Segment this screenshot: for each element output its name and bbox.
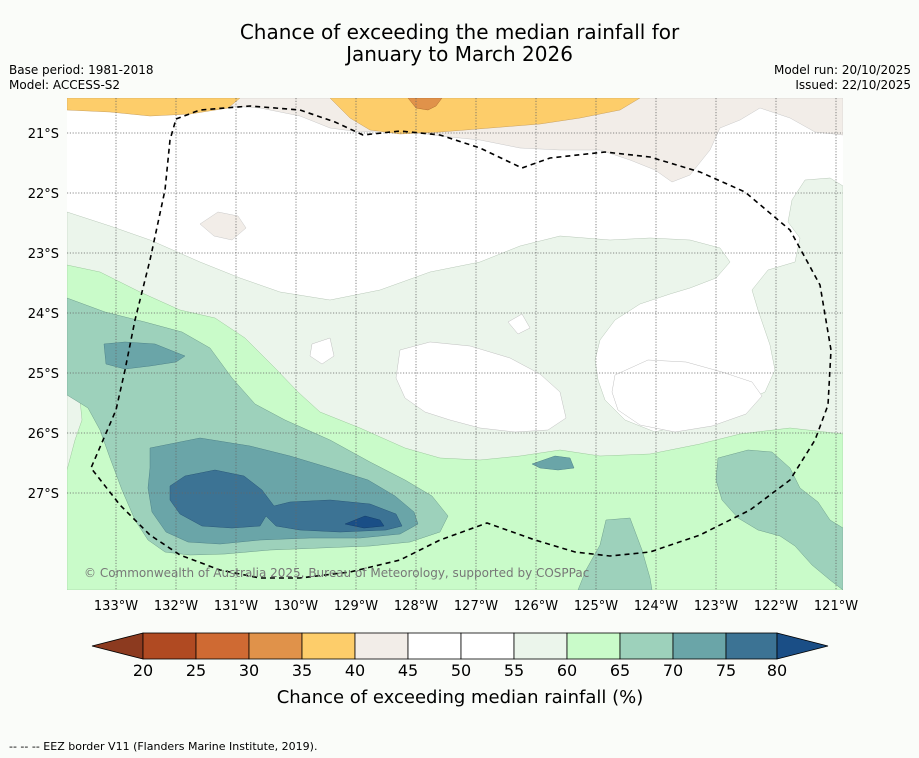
colorbar-label: 30 xyxy=(239,661,259,680)
contour-40-45-blob xyxy=(199,211,247,241)
colorbar-title: Chance of exceeding median rainfall (%) xyxy=(277,687,644,708)
gridlines xyxy=(67,98,843,590)
lon-label: 130°W xyxy=(274,599,318,614)
colorbar-segment xyxy=(354,632,409,660)
lat-labels: 21°S 22°S 23°S 24°S 25°S 26°S 27°S xyxy=(28,127,59,502)
lon-label: 122°W xyxy=(754,599,798,614)
colorbar-extend-low xyxy=(91,632,144,660)
colorbar-label: 40 xyxy=(345,661,365,680)
map-title-line-1: Chance of exceeding the median rainfall … xyxy=(239,20,680,44)
colorbar-label: 25 xyxy=(186,661,206,680)
colorbar-segment xyxy=(513,632,568,660)
colorbar: 20 25 30 35 40 45 50 55 60 65 70 75 80 C… xyxy=(91,632,829,708)
colorbar-segment xyxy=(460,632,515,660)
contour-70-75-small xyxy=(531,455,575,471)
lat-label: 21°S xyxy=(28,127,59,142)
white-hole-right xyxy=(611,359,763,433)
colorbar-label: 20 xyxy=(133,661,153,680)
lon-label: 128°W xyxy=(394,599,438,614)
colorbar-label: 65 xyxy=(610,661,630,680)
lat-label: 23°S xyxy=(28,247,59,262)
eez-legend: -- -- -- EEZ border V11 (Flanders Marine… xyxy=(9,740,318,753)
lon-label: 129°W xyxy=(334,599,378,614)
colorbar-label: 60 xyxy=(557,661,577,680)
contour-65-70-bottom xyxy=(577,517,653,590)
colorbar-label: 75 xyxy=(716,661,736,680)
colorbar-segment xyxy=(725,632,778,660)
colorbar-segment xyxy=(672,632,727,660)
colorbar-segment xyxy=(248,632,303,660)
lat-label: 25°S xyxy=(28,367,59,382)
lon-label: 127°W xyxy=(454,599,498,614)
lon-labels: 133°W 132°W 131°W 130°W 129°W 128°W 127°… xyxy=(94,599,858,614)
model-run: Model run: 20/10/2025 xyxy=(773,63,911,77)
contour-30-35-spot xyxy=(407,98,443,111)
lon-label: 121°W xyxy=(814,599,858,614)
contour-35-40-top-center xyxy=(329,98,641,135)
lon-label: 132°W xyxy=(154,599,198,614)
base-period: Base period: 1981-2018 xyxy=(9,63,154,77)
colorbar-label: 80 xyxy=(767,661,787,680)
issued-date: Issued: 22/10/2025 xyxy=(795,78,911,92)
colorbar-segment xyxy=(142,632,197,660)
colorbar-segment xyxy=(195,632,250,660)
lon-label: 131°W xyxy=(214,599,258,614)
lon-label: 123°W xyxy=(694,599,738,614)
model-name: Model: ACCESS-S2 xyxy=(9,78,121,92)
white-hole-small-2 xyxy=(507,313,531,335)
white-hole-center xyxy=(395,341,567,433)
contour-65-70-right xyxy=(715,449,843,590)
copyright-notice: © Commonwealth of Australia 2025, Bureau… xyxy=(84,566,589,580)
colorbar-label: 70 xyxy=(663,661,683,680)
lon-label: 125°W xyxy=(574,599,618,614)
lat-label: 27°S xyxy=(28,487,59,502)
lat-label: 26°S xyxy=(28,427,59,442)
colorbar-label: 35 xyxy=(292,661,312,680)
contour-80-plus xyxy=(344,515,385,529)
colorbar-label: 45 xyxy=(398,661,418,680)
rainfall-map: © Commonwealth of Australia 2025, Bureau… xyxy=(67,98,843,590)
white-hole-small-1 xyxy=(309,337,335,365)
lon-label: 124°W xyxy=(634,599,678,614)
contour-75-80 xyxy=(169,469,403,533)
lat-label: 22°S xyxy=(28,187,59,202)
colorbar-segment xyxy=(301,632,356,660)
lon-label: 133°W xyxy=(94,599,138,614)
lon-label: 126°W xyxy=(514,599,558,614)
colorbar-segment xyxy=(407,632,462,660)
colorbar-extend-high xyxy=(776,632,829,660)
colorbar-segment xyxy=(566,632,621,660)
colorbar-label: 55 xyxy=(504,661,524,680)
colorbar-segment xyxy=(619,632,674,660)
eez-border xyxy=(90,105,832,579)
lat-label: 24°S xyxy=(28,307,59,322)
map-title-line-2: January to March 2026 xyxy=(346,42,573,66)
colorbar-label: 50 xyxy=(451,661,471,680)
